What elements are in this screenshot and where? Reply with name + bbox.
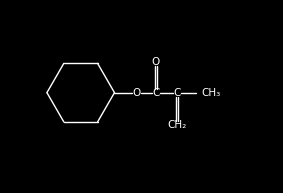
Text: O: O: [132, 88, 141, 98]
Text: CH₂: CH₂: [168, 120, 187, 130]
Text: C: C: [152, 88, 160, 98]
Text: O: O: [152, 57, 160, 67]
Text: CH₃: CH₃: [201, 88, 220, 98]
Text: C: C: [173, 88, 181, 98]
